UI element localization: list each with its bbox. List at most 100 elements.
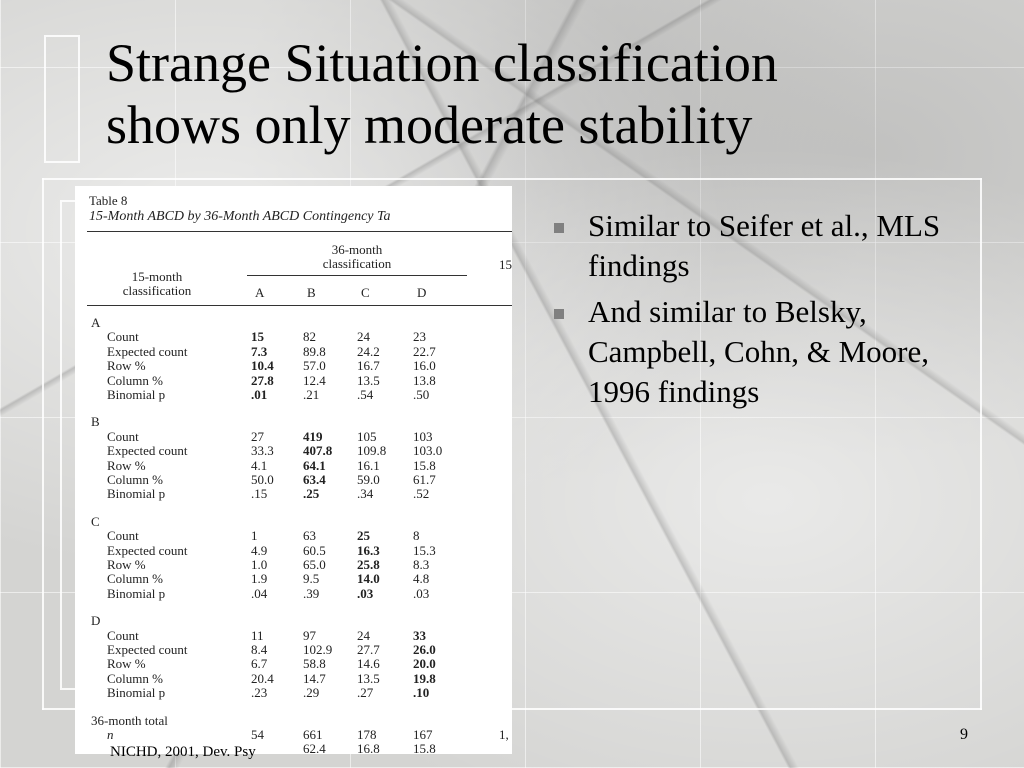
stat-label: Row % — [107, 358, 146, 374]
table-cell: 8.4 — [251, 642, 268, 657]
stat-label: Binomial p — [107, 685, 166, 701]
table-cell: .34 — [357, 486, 374, 502]
total-cell: 16.8 — [357, 741, 380, 754]
table-cell: 103.0 — [413, 443, 443, 459]
table-cell: .10 — [413, 685, 430, 701]
table-rule-header — [87, 305, 512, 306]
table-cell: 24.2 — [357, 343, 380, 359]
total-cell: 54 — [251, 727, 264, 742]
total-row-label: n — [107, 727, 114, 742]
table-cell: 65.0 — [303, 557, 326, 572]
bullet-item: And similar to Belsky, Campbell, Cohn, &… — [550, 292, 970, 412]
table-cell: 6.7 — [251, 656, 268, 672]
frame-line-left — [42, 178, 44, 710]
table-cell: 89.8 — [303, 343, 326, 359]
group-label: A — [91, 315, 101, 330]
title-accent-rect — [44, 35, 80, 163]
table-cell: .25 — [303, 486, 320, 502]
table-cell: .01 — [251, 387, 268, 402]
table-cell: 60.5 — [303, 542, 326, 558]
table-cell: 16.0 — [413, 358, 436, 374]
frame-line-right — [980, 178, 982, 710]
table-cell: 12.4 — [303, 372, 326, 388]
bullet-text: And similar to Belsky, Campbell, Cohn, &… — [588, 294, 929, 409]
table-cell: 23 — [413, 329, 426, 345]
table-cell: 102.9 — [303, 642, 333, 657]
table-rule-top — [87, 231, 512, 232]
stat-label: Expected count — [107, 542, 188, 558]
table-cell: .39 — [303, 585, 320, 601]
table-cell: 15 — [251, 329, 264, 345]
stat-label: Column % — [107, 670, 163, 686]
table-cell: 24 — [357, 329, 370, 345]
table-cell: .03 — [357, 585, 374, 601]
table-cell: .04 — [251, 585, 268, 601]
table-cell: 8 — [413, 528, 420, 544]
stat-label: Count — [107, 428, 139, 444]
table-cell: 109.8 — [357, 443, 387, 459]
bullet-item: Similar to Seifer et al., MLS findings — [550, 206, 970, 286]
table-cell: 105 — [357, 428, 377, 444]
table-image: Table 8 15-Month ABCD by 36-Month ABCD C… — [75, 186, 512, 754]
stat-label: Expected count — [107, 343, 188, 359]
col-right-partial: 15 — [499, 257, 512, 272]
table-cell: 103 — [413, 428, 433, 444]
table-cell: 20.0 — [413, 656, 436, 672]
table-cell: 61.7 — [413, 472, 436, 487]
table-cell: 11 — [251, 627, 264, 643]
col-header-c: C — [361, 285, 370, 300]
total-cell: 178 — [357, 727, 377, 742]
table-cell: 58.8 — [303, 656, 326, 672]
stat-label: Count — [107, 329, 139, 345]
table-cell: 14.7 — [303, 670, 326, 686]
bullet-square-icon — [554, 223, 564, 233]
table-cell: .15 — [251, 486, 268, 502]
table-cell: 33.3 — [251, 443, 274, 459]
table-cell: 97 — [303, 627, 316, 643]
table-cell: 25.8 — [357, 557, 380, 572]
bullet-list: Similar to Seifer et al., MLS findings A… — [550, 206, 970, 418]
table-cell: 27.8 — [251, 372, 274, 388]
stat-label: Expected count — [107, 443, 188, 459]
total-cell: 661 — [303, 727, 323, 742]
stat-label: Expected count — [107, 642, 188, 657]
table-cell: 419 — [303, 428, 323, 444]
source-citation: NICHD, 2001, Dev. Psy — [110, 744, 256, 760]
table-cell: .50 — [413, 387, 430, 402]
frame-line-bottom — [42, 708, 982, 710]
table-cell: 64.1 — [303, 457, 326, 473]
table-cell: 16.7 — [357, 358, 380, 374]
table-caption: Table 8 — [89, 193, 128, 208]
stat-label: Row % — [107, 557, 146, 572]
table-cell: 24 — [357, 627, 370, 643]
slide-title: Strange Situation classification shows o… — [106, 33, 778, 155]
stat-label: Row % — [107, 656, 146, 672]
stat-label: Column % — [107, 571, 163, 587]
stat-label: Binomial p — [107, 387, 166, 402]
table-cell: 25 — [357, 528, 370, 544]
table-cell: 1.9 — [251, 571, 268, 587]
col-group-header: 36-month classification — [322, 242, 392, 271]
table-cell: 7.3 — [251, 343, 268, 359]
total-cell: 167 — [413, 727, 433, 742]
col-group-rule — [247, 275, 467, 276]
table-cell: 57.0 — [303, 358, 326, 374]
table-cell: 22.7 — [413, 343, 436, 359]
bullet-text: Similar to Seifer et al., MLS findings — [588, 208, 941, 283]
table-cell: 27 — [251, 428, 264, 444]
table-cell: .52 — [413, 486, 430, 502]
col-header-d: D — [417, 285, 427, 300]
page-number: 9 — [960, 726, 968, 743]
table-cell: 63.4 — [303, 472, 326, 487]
table-cell: 27.7 — [357, 642, 380, 657]
table-cell: .21 — [303, 387, 320, 402]
table-cell: 15.8 — [413, 457, 436, 473]
group-label: B — [91, 414, 100, 430]
table-cell: 1 — [251, 528, 258, 544]
table-cell: 63 — [303, 528, 316, 544]
table-cell: 13.5 — [357, 670, 380, 686]
stat-label: Count — [107, 528, 139, 544]
stat-label: Row % — [107, 457, 146, 473]
table-cell: 19.8 — [413, 670, 436, 686]
group-label: D — [91, 613, 101, 629]
